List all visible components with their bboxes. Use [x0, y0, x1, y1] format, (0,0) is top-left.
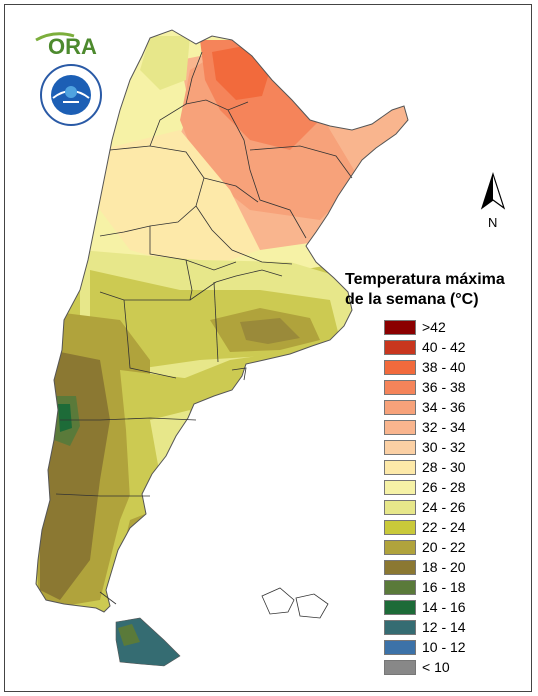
- malvinas-east-island: [295, 593, 329, 619]
- legend-label: 16 - 18: [422, 579, 466, 595]
- legend-title-line1: Temperatura máxima: [345, 271, 505, 288]
- legend-label: 10 - 12: [422, 639, 466, 655]
- legend-item: >42: [384, 318, 524, 337]
- legend-label: 30 - 32: [422, 439, 466, 455]
- legend-swatch: [384, 360, 416, 375]
- legend-label: 40 - 42: [422, 339, 466, 355]
- legend-swatch: [384, 460, 416, 475]
- legend-item: 24 - 26: [384, 498, 524, 517]
- legend-swatch: [384, 520, 416, 535]
- legend-swatch: [384, 440, 416, 455]
- legend-swatch: [384, 380, 416, 395]
- legend-label: < 10: [422, 659, 450, 675]
- legend-label: 12 - 14: [422, 619, 466, 635]
- legend-item: 38 - 40: [384, 358, 524, 377]
- legend-swatch: [384, 640, 416, 655]
- legend-item: 26 - 28: [384, 478, 524, 497]
- legend-item: 10 - 12: [384, 638, 524, 657]
- legend-item: 16 - 18: [384, 578, 524, 597]
- legend-swatch: [384, 600, 416, 615]
- legend-label: 34 - 36: [422, 399, 466, 415]
- legend-label: 38 - 40: [422, 359, 466, 375]
- legend-label: 14 - 16: [422, 599, 466, 615]
- legend-item: 18 - 20: [384, 558, 524, 577]
- legend-item: 20 - 22: [384, 538, 524, 557]
- legend-label: 26 - 28: [422, 479, 466, 495]
- legend-item: 32 - 34: [384, 418, 524, 437]
- legend-swatch: [384, 400, 416, 415]
- legend-item: 14 - 16: [384, 598, 524, 617]
- malvinas-west-island: [261, 587, 295, 615]
- legend-title-line2: de la semana (°C): [345, 291, 479, 308]
- legend-label: 28 - 30: [422, 459, 466, 475]
- legend-swatch: [384, 480, 416, 495]
- legend-label: 36 - 38: [422, 379, 466, 395]
- north-label: N: [488, 215, 497, 230]
- legend-swatch: [384, 340, 416, 355]
- legend-item: 22 - 24: [384, 518, 524, 537]
- legend-item: < 10: [384, 658, 524, 677]
- legend-label: 18 - 20: [422, 559, 466, 575]
- ora-logo: ORA: [35, 32, 97, 58]
- legend-item: 40 - 42: [384, 338, 524, 357]
- legend-swatch: [384, 420, 416, 435]
- legend-title: Temperatura máxima de la semana (°C): [345, 270, 525, 310]
- legend-item: 36 - 38: [384, 378, 524, 397]
- legend-swatch: [384, 500, 416, 515]
- legend-swatch: [384, 580, 416, 595]
- legend-swatch: [384, 540, 416, 555]
- legend-label: 24 - 26: [422, 499, 466, 515]
- legend-item: 34 - 36: [384, 398, 524, 417]
- tierra-del-fuego-warm-patch: [118, 624, 140, 646]
- legend-swatch: [384, 320, 416, 335]
- north-arrow-icon: N: [480, 172, 506, 230]
- legend-label: 22 - 24: [422, 519, 466, 535]
- legend-swatch: [384, 660, 416, 675]
- legend-item: 12 - 14: [384, 618, 524, 637]
- smn-logo: [40, 64, 102, 126]
- legend-swatch: [384, 560, 416, 575]
- legend-item: 28 - 30: [384, 458, 524, 477]
- ora-logo-text: ORA: [48, 34, 97, 58]
- legend-swatch: [384, 620, 416, 635]
- legend-label: 20 - 22: [422, 539, 466, 555]
- ora-swoosh-icon: [35, 32, 75, 42]
- map-frame: [4, 4, 532, 692]
- legend-label: >42: [422, 319, 446, 335]
- legend-item: 30 - 32: [384, 438, 524, 457]
- legend-label: 32 - 34: [422, 419, 466, 435]
- province-boundaries: [55, 51, 353, 605]
